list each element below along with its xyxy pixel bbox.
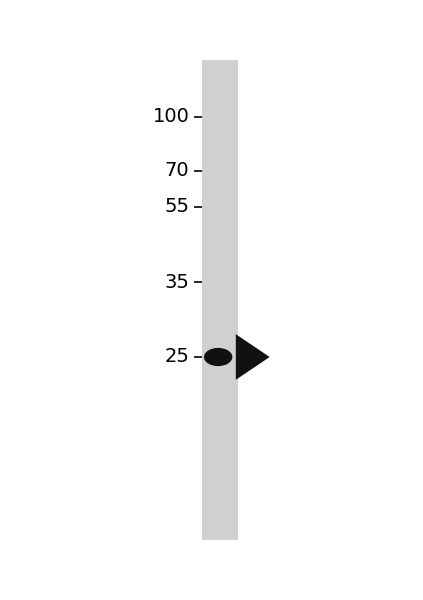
- Text: 25: 25: [165, 347, 189, 367]
- Bar: [202, 60, 238, 540]
- Text: 55: 55: [164, 197, 189, 217]
- Text: 35: 35: [165, 272, 189, 292]
- Text: 70: 70: [165, 161, 189, 181]
- Polygon shape: [236, 334, 270, 380]
- Ellipse shape: [205, 349, 232, 365]
- Text: 100: 100: [152, 107, 189, 127]
